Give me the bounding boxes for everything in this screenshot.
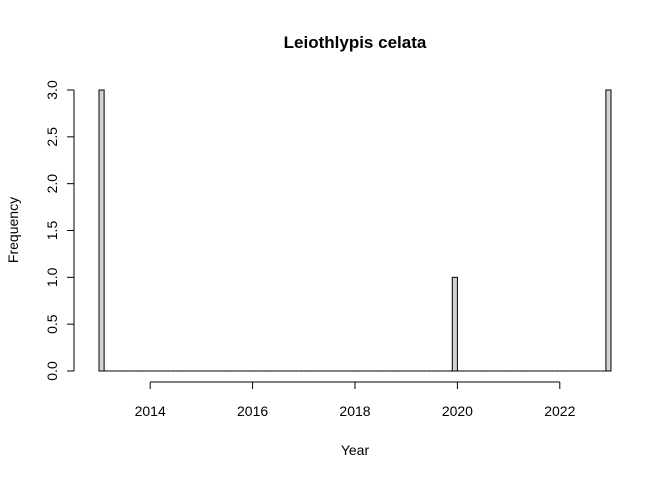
y-tick-label: 1.0 — [44, 267, 60, 287]
x-tick-label: 2018 — [339, 403, 370, 419]
chart-title: Leiothlypis celata — [284, 33, 427, 52]
y-tick-label: 1.5 — [44, 221, 60, 241]
y-tick-label: 3.0 — [44, 80, 60, 100]
y-tick-label: 2.0 — [44, 174, 60, 194]
x-tick-label: 2022 — [544, 403, 575, 419]
y-axis-label: Frequency — [5, 197, 21, 263]
y-tick-label: 2.5 — [44, 127, 60, 147]
x-tick-label: 2014 — [135, 403, 166, 419]
bars-layer — [98, 89, 612, 372]
histogram-bar — [98, 89, 105, 372]
y-axis: 0.0 0.5 1.0 1.5 2.0 2.5 3.0 — [44, 80, 75, 381]
x-tick-label: 2020 — [442, 403, 473, 419]
histogram-bar — [451, 276, 458, 372]
x-axis-label: Year — [341, 442, 370, 458]
histogram-bar — [605, 89, 612, 372]
y-tick-label: 0.5 — [44, 314, 60, 334]
y-tick-label: 0.0 — [44, 361, 60, 381]
x-tick-label: 2016 — [237, 403, 268, 419]
x-axis: 2014 2016 2018 2020 2022 — [135, 381, 576, 419]
